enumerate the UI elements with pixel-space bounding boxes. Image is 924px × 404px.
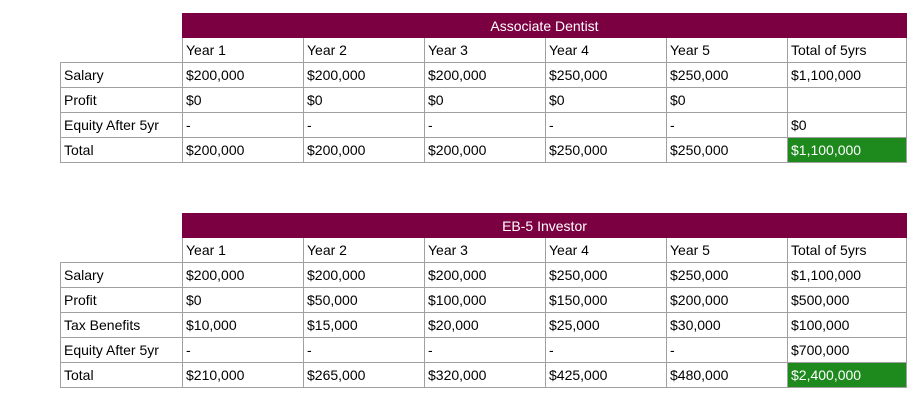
cell[interactable]: -	[303, 112, 425, 138]
table-row-salary: Salary $200,000 $200,000 $200,000 $250,0…	[60, 62, 907, 88]
header-year-5[interactable]: Year 5	[666, 37, 788, 63]
row-label[interactable]: Total	[60, 362, 183, 388]
row-label[interactable]: Profit	[60, 87, 183, 113]
cell[interactable]: $0	[182, 87, 304, 113]
cell[interactable]: $250,000	[545, 137, 667, 163]
cell[interactable]: $250,000	[545, 262, 667, 288]
cell[interactable]: $210,000	[182, 362, 304, 388]
cell[interactable]: $200,000	[303, 62, 425, 88]
row-label[interactable]: Salary	[60, 62, 183, 88]
header-total[interactable]: Total of 5yrs	[787, 237, 907, 263]
header-year-3[interactable]: Year 3	[424, 37, 546, 63]
cell[interactable]: -	[424, 337, 546, 363]
cell[interactable]: $320,000	[424, 362, 546, 388]
cell[interactable]: $0	[182, 287, 304, 313]
cell[interactable]: $100,000	[424, 287, 546, 313]
header-row: Year 1 Year 2 Year 3 Year 4 Year 5 Total…	[61, 237, 907, 263]
header-year-4[interactable]: Year 4	[545, 237, 667, 263]
cell[interactable]: -	[303, 337, 425, 363]
header-row: Year 1 Year 2 Year 3 Year 4 Year 5 Total…	[61, 37, 907, 63]
cell[interactable]: $15,000	[303, 312, 425, 338]
row-label[interactable]: Salary	[60, 262, 183, 288]
cell[interactable]: $100,000	[787, 312, 907, 338]
cell[interactable]: $250,000	[545, 62, 667, 88]
cell[interactable]: $265,000	[303, 362, 425, 388]
cell[interactable]: $25,000	[545, 312, 667, 338]
title-row: EB-5 Investor	[61, 213, 907, 238]
cell[interactable]: -	[545, 337, 667, 363]
empty-cell[interactable]	[61, 238, 183, 263]
header-year-1[interactable]: Year 1	[182, 37, 304, 63]
cell[interactable]: $425,000	[545, 362, 667, 388]
cell[interactable]: $10,000	[182, 312, 304, 338]
row-label[interactable]: Total	[60, 137, 183, 163]
cell[interactable]: -	[182, 112, 304, 138]
header-year-4[interactable]: Year 4	[545, 37, 667, 63]
cell[interactable]: $30,000	[666, 312, 788, 338]
table-row-total: Total $210,000 $265,000 $320,000 $425,00…	[60, 362, 907, 388]
empty-cell[interactable]	[61, 214, 183, 238]
cell[interactable]: -	[424, 112, 546, 138]
cell[interactable]: $250,000	[666, 137, 788, 163]
cell[interactable]: $200,000	[424, 62, 546, 88]
cell[interactable]: $1,100,000	[787, 262, 907, 288]
header-year-2[interactable]: Year 2	[303, 237, 425, 263]
cell[interactable]: $0	[545, 87, 667, 113]
table-row-equity: Equity After 5yr - - - - - $0	[60, 112, 907, 138]
row-label[interactable]: Equity After 5yr	[60, 112, 183, 138]
empty-cell[interactable]	[61, 14, 183, 38]
cell[interactable]: $200,000	[424, 262, 546, 288]
cell[interactable]: $250,000	[666, 62, 788, 88]
cell[interactable]: $200,000	[303, 262, 425, 288]
header-total[interactable]: Total of 5yrs	[787, 37, 907, 63]
row-label[interactable]: Equity After 5yr	[60, 337, 183, 363]
header-year-1[interactable]: Year 1	[182, 237, 304, 263]
cell[interactable]: $480,000	[666, 362, 788, 388]
table-title[interactable]: Associate Dentist	[182, 13, 907, 38]
table-row-equity: Equity After 5yr - - - - - $700,000	[60, 337, 907, 363]
row-label[interactable]: Tax Benefits	[60, 312, 183, 338]
table-row-profit: Profit $0 $0 $0 $0 $0	[60, 87, 907, 113]
cell[interactable]: $1,100,000	[787, 62, 907, 88]
cell[interactable]: $0	[666, 87, 788, 113]
row-label[interactable]: Profit	[60, 287, 183, 313]
cell[interactable]: $200,000	[424, 137, 546, 163]
table-row-salary: Salary $200,000 $200,000 $200,000 $250,0…	[60, 262, 907, 288]
header-year-5[interactable]: Year 5	[666, 237, 788, 263]
cell[interactable]: -	[545, 112, 667, 138]
cell[interactable]	[787, 87, 907, 113]
eb5-investor-table: EB-5 Investor Year 1 Year 2 Year 3 Year …	[60, 213, 907, 388]
cell[interactable]: $500,000	[787, 287, 907, 313]
cell[interactable]: $200,000	[182, 137, 304, 163]
cell[interactable]: $250,000	[666, 262, 788, 288]
empty-cell[interactable]	[61, 38, 183, 63]
table-row-total: Total $200,000 $200,000 $200,000 $250,00…	[60, 137, 907, 163]
cell[interactable]: $150,000	[545, 287, 667, 313]
cell[interactable]: $50,000	[303, 287, 425, 313]
associate-dentist-table: Associate Dentist Year 1 Year 2 Year 3 Y…	[60, 13, 907, 163]
table-row-profit: Profit $0 $50,000 $100,000 $150,000 $200…	[60, 287, 907, 313]
table-row-tax-benefits: Tax Benefits $10,000 $15,000 $20,000 $25…	[60, 312, 907, 338]
cell[interactable]: $700,000	[787, 337, 907, 363]
cell[interactable]: $0	[303, 87, 425, 113]
cell[interactable]: $0	[787, 112, 907, 138]
cell[interactable]: $200,000	[666, 287, 788, 313]
cell[interactable]: $200,000	[182, 262, 304, 288]
grand-total-cell[interactable]: $1,100,000	[787, 137, 907, 163]
cell[interactable]: $20,000	[424, 312, 546, 338]
cell[interactable]: -	[666, 112, 788, 138]
cell[interactable]: $200,000	[182, 62, 304, 88]
header-year-2[interactable]: Year 2	[303, 37, 425, 63]
cell[interactable]: -	[666, 337, 788, 363]
header-year-3[interactable]: Year 3	[424, 237, 546, 263]
cell[interactable]: $0	[424, 87, 546, 113]
table-title[interactable]: EB-5 Investor	[182, 213, 907, 238]
cell[interactable]: $200,000	[303, 137, 425, 163]
title-row: Associate Dentist	[61, 13, 907, 38]
cell[interactable]: -	[182, 337, 304, 363]
grand-total-cell[interactable]: $2,400,000	[787, 362, 907, 388]
